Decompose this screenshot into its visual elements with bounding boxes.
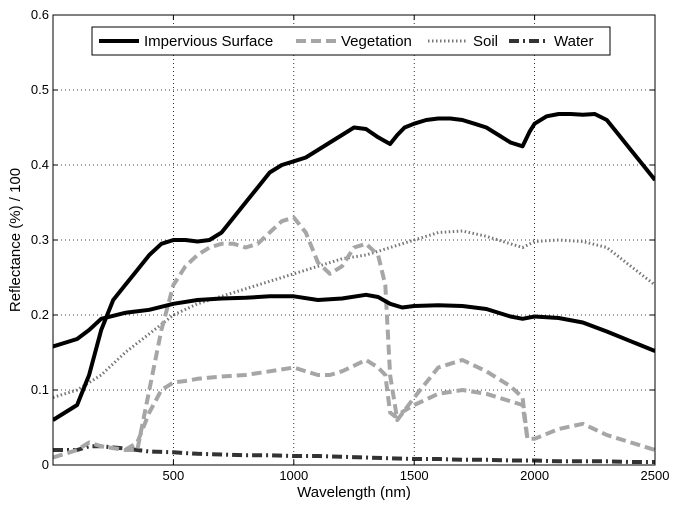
series-line-impervious-surface: [53, 112, 655, 422]
x-tick-label: 2500: [641, 468, 670, 483]
series-line-impervious-surface-2: [53, 292, 655, 353]
y-axis-ticks: 0 0.1 0.2 0.3 0.4 0.5 0.6: [31, 7, 655, 472]
y-tick-label: 0: [42, 457, 49, 472]
legend-label: Soil: [473, 33, 498, 50]
x-tick-label: 2000: [520, 468, 549, 483]
y-axis-label: Reflectance (%) / 100: [7, 168, 24, 312]
y-tick-label: 0.4: [31, 157, 49, 172]
legend: Impervious Surface Vegetation Soil Water: [91, 26, 611, 56]
x-tick-label: 1000: [279, 468, 308, 483]
x-tick-label: 1500: [400, 468, 429, 483]
y-tick-label: 0.2: [31, 307, 49, 322]
legend-label: Impervious Surface: [144, 33, 273, 50]
y-tick-label: 0.5: [31, 82, 49, 97]
legend-label: Water: [554, 33, 593, 50]
x-axis-label: Wavelength (nm): [297, 484, 411, 501]
series-layer: [53, 112, 655, 464]
x-axis-ticks: 500 1000 1500 2000 2500: [163, 15, 670, 483]
y-tick-label: 0.1: [31, 382, 49, 397]
y-tick-label: 0.3: [31, 232, 49, 247]
legend-label: Vegetation: [341, 33, 412, 50]
series-line-vegetation-2: [124, 358, 530, 452]
x-tick-label: 500: [163, 468, 185, 483]
y-tick-label: 0.6: [31, 7, 49, 22]
